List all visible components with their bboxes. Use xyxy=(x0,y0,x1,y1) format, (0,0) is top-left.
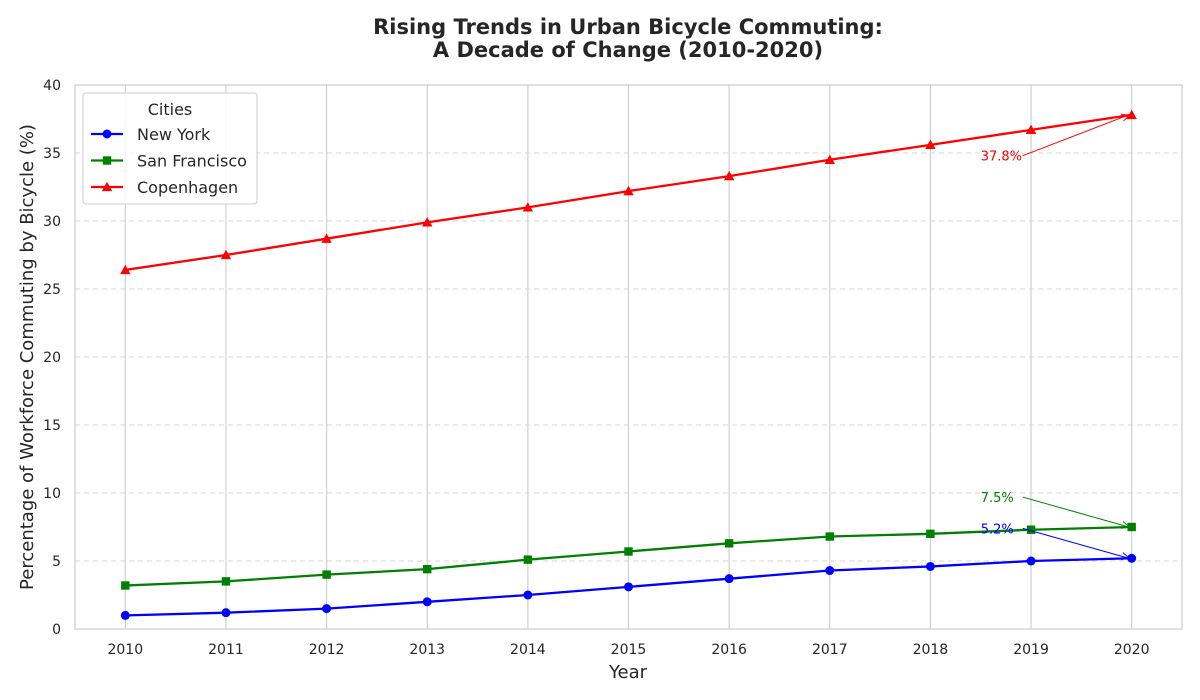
annotation-arrow xyxy=(1022,496,1129,528)
grid xyxy=(75,85,1182,629)
data-point-new-york xyxy=(825,566,835,576)
legend-marker xyxy=(102,156,112,165)
x-tick-label: 2013 xyxy=(409,642,445,658)
x-tick-label: 2016 xyxy=(711,642,747,658)
data-point-san-francisco xyxy=(523,555,533,564)
x-tick-label: 2012 xyxy=(309,642,345,658)
y-tick-label: 25 xyxy=(43,282,61,298)
legend-marker xyxy=(102,129,112,139)
legend-label: San Francisco xyxy=(137,152,247,171)
data-point-san-francisco xyxy=(322,570,331,579)
data-point-san-francisco xyxy=(825,532,834,541)
data-point-copenhagen xyxy=(522,202,534,212)
data-point-new-york xyxy=(523,590,533,600)
chart-title-line-1: Rising Trends in Urban Bicycle Commuting… xyxy=(373,15,883,39)
series-san-francisco xyxy=(121,522,1136,590)
legend-box xyxy=(82,92,258,205)
y-tick-label: 10 xyxy=(43,486,61,502)
annotation-arrowhead xyxy=(1120,552,1131,560)
annotation-arrowhead xyxy=(1120,521,1131,529)
data-point-copenhagen xyxy=(321,233,332,243)
data-point-copenhagen xyxy=(220,249,232,260)
x-tick-label: 2014 xyxy=(510,642,546,658)
data-point-copenhagen xyxy=(120,264,131,275)
x-tick-label: 2011 xyxy=(208,642,244,658)
x-tick-label: 2018 xyxy=(913,642,949,658)
y-tick-label: 30 xyxy=(43,214,61,230)
data-point-copenhagen xyxy=(824,154,835,164)
legend: Cities New York San Francisco Copenhagen xyxy=(82,92,258,205)
annotation-label: 7.5% xyxy=(981,491,1014,506)
series-copenhagen xyxy=(120,109,1137,275)
data-point-san-francisco xyxy=(624,547,633,556)
data-point-new-york xyxy=(1026,556,1036,566)
legend-title: Cities xyxy=(148,100,193,119)
annotations: 37.8% 7.5% 5.2% xyxy=(981,114,1131,560)
data-point-copenhagen xyxy=(1126,109,1137,120)
data-point-new-york xyxy=(624,582,633,592)
data-point-copenhagen xyxy=(422,217,433,227)
annotation-arrowhead xyxy=(1120,114,1131,122)
legend-label: Copenhagen xyxy=(137,178,238,197)
annotation-label: 5.2% xyxy=(981,522,1014,537)
data-point-new-york xyxy=(322,604,332,614)
data-point-new-york xyxy=(724,574,734,584)
data-point-copenhagen xyxy=(723,170,735,181)
data-point-new-york xyxy=(925,561,935,571)
annotation-arrow xyxy=(1022,527,1129,559)
x-tick-label: 2019 xyxy=(1013,642,1049,658)
annotation: 7.5% xyxy=(981,491,1131,529)
legend-items: New York San Francisco Copenhagen xyxy=(91,125,247,197)
y-tick-label: 20 xyxy=(43,350,61,366)
data-point-san-francisco xyxy=(221,577,231,586)
legend-item-san-francisco: San Francisco xyxy=(91,152,247,171)
x-tick-label: 2015 xyxy=(611,642,647,658)
data-point-san-francisco xyxy=(724,539,734,548)
x-tick-labels: 2010 2011 2012 2013 2014 2015 2016 2017 2018 2019… xyxy=(107,642,1149,658)
series-group xyxy=(120,109,1137,620)
y-tick-label: 0 xyxy=(52,622,61,638)
data-point-new-york xyxy=(1127,553,1137,563)
data-point-san-francisco xyxy=(423,564,432,574)
chart-title-line-2: A Decade of Change (2010-2020) xyxy=(433,38,823,62)
data-point-new-york xyxy=(120,610,130,620)
y-tick-label: 40 xyxy=(43,78,61,94)
y-tick-label: 35 xyxy=(43,146,61,162)
annotation-arrow xyxy=(1022,114,1129,157)
legend-marker xyxy=(101,181,113,192)
annotation: 37.8% xyxy=(981,114,1131,165)
data-point-san-francisco xyxy=(121,581,130,590)
data-point-san-francisco xyxy=(1127,522,1136,532)
data-point-san-francisco xyxy=(1026,525,1036,534)
data-point-copenhagen xyxy=(623,185,634,196)
series-new-york xyxy=(120,553,1137,620)
plot-area: 2010 2011 2012 2013 2014 2015 2016 2017 2018 2019… xyxy=(43,78,1183,658)
data-point-copenhagen xyxy=(1025,124,1037,135)
data-point-new-york xyxy=(221,608,231,618)
data-point-san-francisco xyxy=(926,529,935,538)
y-tick-label: 15 xyxy=(43,418,61,434)
legend-item-new-york: New York xyxy=(91,125,211,144)
legend-label: New York xyxy=(137,125,211,144)
x-axis-label: Year xyxy=(608,662,648,683)
x-tick-label: 2010 xyxy=(107,642,143,658)
x-tick-label: 2020 xyxy=(1114,642,1150,658)
y-tick-labels: 0 5 10 15 20 25 30 35 40 xyxy=(43,78,61,638)
y-tick-label: 5 xyxy=(52,554,61,570)
x-tick-label: 2017 xyxy=(812,642,848,658)
annotation: 5.2% xyxy=(981,522,1131,560)
data-point-new-york xyxy=(422,597,432,607)
data-point-copenhagen xyxy=(925,139,936,149)
plot-frame xyxy=(74,84,1183,630)
y-axis-label: Percentage of Workforce Commuting by Bic… xyxy=(17,124,38,590)
legend-item-copenhagen: Copenhagen xyxy=(91,178,238,197)
annotation-label: 37.8% xyxy=(981,150,1022,165)
